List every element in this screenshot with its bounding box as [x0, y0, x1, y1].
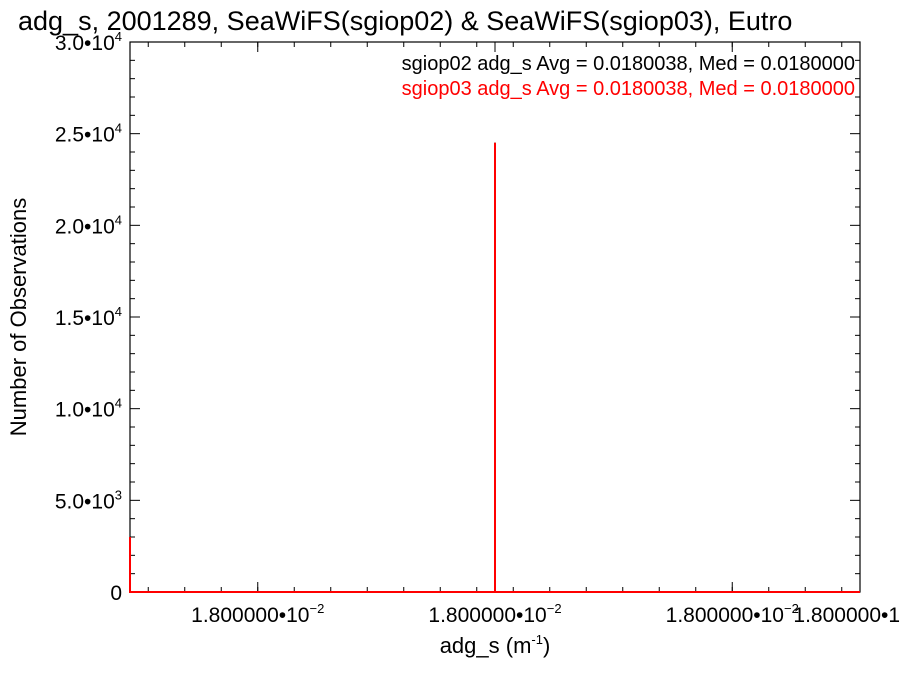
series-layer — [129, 142, 860, 593]
x-axis: 1.800000•10−2 1.800000•10−2 1.800000•10−21… — [147, 42, 900, 627]
x-tick-label: 1.800000•10−2 — [793, 601, 900, 627]
x-axis-label: adg_s (m-1) — [440, 632, 551, 658]
x-axis-label-end: ) — [543, 633, 550, 658]
x-tick-label: 1.800000•10−2 — [191, 601, 324, 627]
x-tick-label: 1.800000•10−2 — [666, 601, 799, 627]
y-tick-label: 1.0•104 — [55, 396, 122, 422]
y-tick-label: 0 — [110, 582, 122, 605]
y-tick-label: 2.0•104 — [55, 212, 122, 238]
legend-entry-sgiop03: sgiop03 adg_s Avg = 0.0180038, Med = 0.0… — [402, 78, 855, 100]
x-tick-label: 1.800000•10−2 — [428, 601, 561, 627]
x-axis-label-main: adg_s (m — [440, 633, 532, 658]
legend: sgiop02 adg_s Avg = 0.0180038, Med = 0.0… — [402, 53, 855, 100]
y-axis: 0 5.0•103 1.0•104 1.5•104 2.0•104 2.5•104 3.0•… — [55, 29, 860, 605]
y-tick-label: 3.0•104 — [55, 29, 122, 55]
chart-title: adg_s, 2001289, SeaWiFS(sgiop02) & SeaWi… — [18, 6, 792, 36]
y-axis-label: Number of Observations — [6, 198, 31, 436]
y-tick-label: 1.5•104 — [55, 304, 122, 330]
legend-entry-sgiop02: sgiop02 adg_s Avg = 0.0180038, Med = 0.0… — [402, 53, 855, 75]
y-tick-label: 2.5•104 — [55, 121, 122, 147]
x-axis-label-superscript: -1 — [531, 632, 543, 647]
series-line-sgiop03 — [129, 142, 860, 593]
y-tick-label: 5.0•103 — [55, 487, 122, 513]
